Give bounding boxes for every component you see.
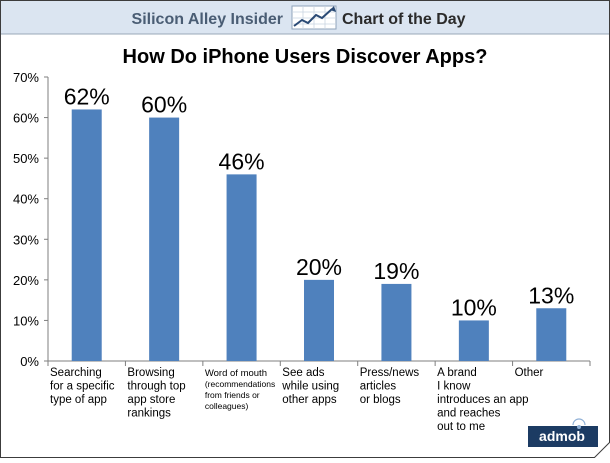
- category-label-line: and reaches: [437, 408, 501, 420]
- bar: [458, 320, 489, 361]
- y-tick-label: 60%: [13, 111, 39, 126]
- bar: [149, 117, 180, 361]
- category-label-line: articles: [360, 381, 397, 393]
- chart-title: How Do iPhone Users Discover Apps?: [123, 46, 488, 68]
- bar: [536, 308, 567, 361]
- category-label-line: from friends or: [205, 390, 260, 400]
- bar-value-label: 10%: [451, 294, 497, 320]
- bar: [381, 283, 412, 361]
- data-labels: 62% 60% 46% 20% 19% 10% 13%: [64, 83, 575, 320]
- category-label-line: See ads: [282, 367, 324, 379]
- category-label-line: rankings: [127, 408, 171, 420]
- bar-value-label: 20%: [296, 254, 342, 280]
- category-label-line: while using: [281, 381, 339, 393]
- bars: [71, 109, 567, 361]
- bar-value-label: 62%: [64, 83, 110, 109]
- category-label-line: other apps: [282, 394, 337, 406]
- bar-value-label: 13%: [528, 282, 574, 308]
- y-ticks: 0% 10% 20% 30% 40% 50% 60% 70%: [13, 70, 591, 369]
- bar: [71, 109, 102, 361]
- category-label-line: app store: [127, 394, 175, 406]
- category-label-line: Word of mouth: [205, 368, 267, 379]
- bar: [304, 279, 334, 361]
- bar-value-label: 60%: [141, 92, 187, 118]
- category-label-line: Press/news: [360, 367, 420, 379]
- category-label-line: through top: [127, 381, 185, 393]
- category-label-line: type of app: [50, 394, 107, 406]
- category-label-line: colleagues): [205, 401, 249, 411]
- y-tick-label: 10%: [13, 313, 39, 328]
- header-brand: Silicon Alley Insider: [132, 11, 283, 28]
- y-tick-label: 20%: [13, 273, 39, 288]
- y-tick-label: 30%: [13, 232, 39, 247]
- category-label-line: A brand: [437, 367, 477, 379]
- category-label-line: Browsing: [127, 367, 174, 379]
- y-tick-label: 70%: [13, 70, 39, 85]
- category-label-line: for a specific: [50, 381, 115, 393]
- category-label-line: out to me: [437, 421, 485, 433]
- y-tick-label: 50%: [13, 151, 39, 166]
- admob-logo-text: admob: [539, 428, 585, 444]
- category-label-line: or blogs: [360, 394, 401, 406]
- bar: [226, 174, 257, 361]
- line-chart-icon: [291, 5, 337, 30]
- category-label-line: (recommendations: [205, 379, 275, 389]
- category-label-line: Other: [515, 367, 544, 379]
- bar-value-label: 46%: [219, 148, 265, 174]
- category-label-line: Searching: [50, 367, 102, 379]
- page-curl-edge: [593, 441, 610, 459]
- category-label-line: introduces an app: [437, 394, 528, 406]
- header-label: Chart of the Day: [342, 11, 466, 28]
- bar-value-label: 19%: [373, 258, 419, 284]
- signal-icon: [572, 418, 586, 429]
- y-tick-label: 0%: [20, 354, 39, 369]
- category-label-line: I know: [437, 381, 471, 393]
- y-tick-label: 40%: [13, 192, 39, 207]
- admob-logo: admob: [528, 418, 598, 447]
